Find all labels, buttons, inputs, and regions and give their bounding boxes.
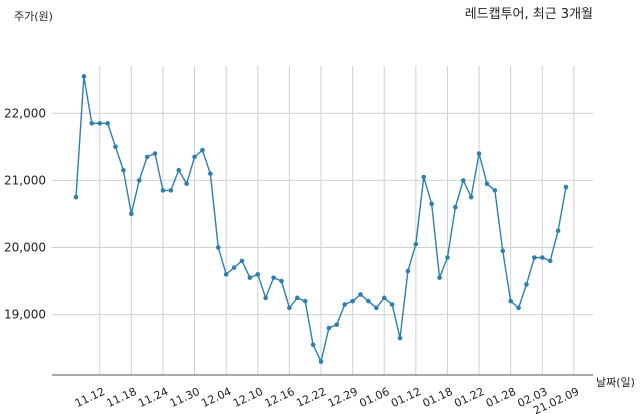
data-point: [144, 154, 150, 160]
x-tick-label: 01.06: [357, 385, 391, 410]
grid-lines: [52, 66, 593, 375]
data-point: [121, 167, 126, 173]
data-point: [555, 228, 561, 234]
data-point: [389, 302, 395, 307]
data-point: [342, 302, 348, 307]
data-point: [484, 181, 490, 187]
data-point: [532, 255, 537, 260]
data-point: [192, 154, 197, 160]
x-tick-label: 01.28: [484, 385, 518, 410]
data-point: [279, 278, 284, 284]
data-point: [215, 245, 221, 250]
y-axis-label: 주가(원): [14, 10, 53, 23]
data-point: [208, 171, 213, 176]
data-point: [176, 167, 182, 173]
data-point: [381, 295, 387, 301]
data-point: [160, 188, 166, 193]
x-tick-label: 12.16: [263, 385, 297, 410]
data-point: [421, 174, 427, 180]
data-point: [453, 204, 458, 210]
data-point: [302, 298, 308, 304]
data-point: [255, 272, 261, 277]
x-tick-label: 01.12: [389, 385, 423, 410]
data-point: [287, 305, 292, 311]
data-point: [247, 275, 253, 280]
x-tick-label: 12.22: [294, 385, 328, 410]
data-point: [500, 248, 506, 254]
data-point: [73, 194, 79, 200]
data-point: [508, 298, 513, 304]
x-tick-label: 12.04: [199, 385, 233, 410]
data-point: [136, 178, 142, 183]
data-point: [152, 151, 158, 156]
data-point: [318, 359, 324, 364]
chart-title: 레드캡투어, 최근 3개월: [465, 7, 593, 22]
data-point: [200, 147, 205, 153]
data-point: [326, 325, 332, 331]
data-point: [445, 255, 450, 260]
data-point: [374, 305, 379, 311]
data-point: [547, 258, 553, 264]
data-point: [476, 151, 482, 156]
x-tick-labels: 11.1211.1811.2411.3012.0412.1012.1612.22…: [73, 385, 581, 414]
data-point: [516, 305, 521, 311]
data-point: [460, 178, 466, 183]
data-point: [350, 298, 355, 304]
y-tick-label: 19,000: [4, 308, 46, 322]
x-tick-label: 12.29: [326, 385, 360, 410]
data-point: [468, 194, 474, 200]
x-tick-label: 11.24: [136, 385, 170, 410]
x-axis-label: 날짜(일): [596, 375, 635, 389]
data-point: [271, 275, 276, 280]
x-tick-label: 11.30: [168, 385, 202, 410]
data-point: [294, 295, 300, 301]
data-point: [113, 144, 118, 150]
data-point: [168, 188, 174, 193]
data-point: [413, 241, 419, 247]
data-point: [231, 265, 237, 270]
x-tick-label: 11.12: [73, 385, 107, 410]
data-point: [437, 275, 442, 280]
x-tick-label: 11.18: [105, 385, 139, 410]
data-point: [310, 342, 316, 348]
data-point: [524, 282, 529, 287]
data-point: [429, 201, 434, 207]
data-point: [223, 272, 229, 277]
y-tick-label: 22,000: [4, 106, 46, 120]
data-point: [405, 268, 411, 274]
y-tick-label: 21,000: [4, 173, 46, 187]
x-tick-label: 01.18: [421, 385, 455, 410]
data-point: [263, 295, 268, 301]
data-point: [334, 322, 340, 327]
data-point: [105, 121, 110, 126]
x-tick-label: 12.10: [231, 385, 265, 410]
data-point: [397, 335, 403, 341]
data-point: [539, 255, 545, 260]
data-point: [129, 211, 134, 217]
data-point: [89, 121, 95, 126]
y-tick-labels: 19,000 20,000 21,000 22,000: [4, 106, 46, 321]
data-point: [184, 181, 189, 187]
data-point: [239, 258, 245, 264]
data-point: [366, 298, 371, 304]
data-points: [73, 74, 569, 364]
data-point: [81, 74, 87, 79]
data-point: [97, 121, 103, 126]
data-point: [358, 292, 363, 297]
x-tick-label: 01.22: [452, 385, 486, 410]
data-point: [563, 184, 569, 190]
y-tick-label: 20,000: [4, 240, 46, 254]
data-point: [492, 188, 498, 193]
